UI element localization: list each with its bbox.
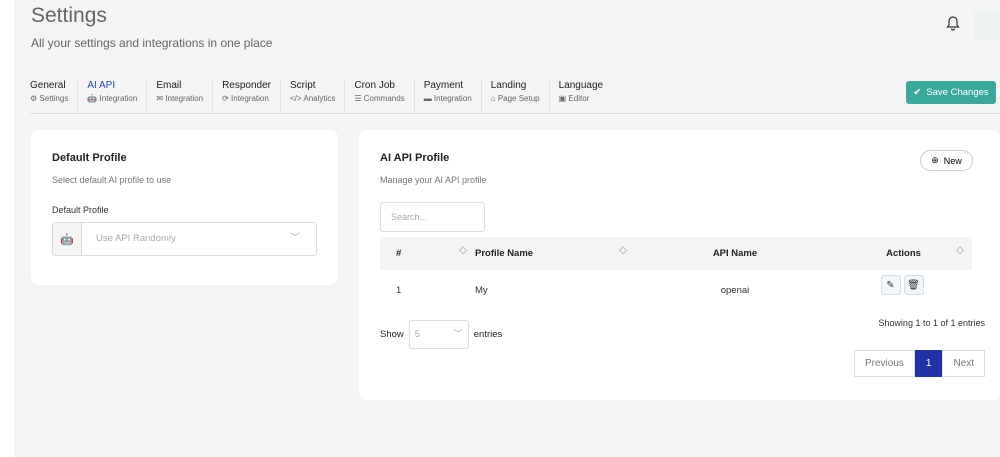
tab-landing[interactable]: Landing ⌂ Page Setup [491, 80, 550, 112]
page-title: Settings [31, 4, 107, 27]
table-row: 1 My openai ✎ 🗑 [380, 270, 972, 310]
tab-payment[interactable]: Payment ▬ Integration [424, 80, 482, 112]
page-size-select[interactable]: 5 ﹀ [408, 320, 469, 349]
tab-general[interactable]: General ⚙ Settings [30, 80, 79, 112]
avatar[interactable] [974, 10, 1000, 40]
tab-cron-job[interactable]: Cron Job ☰ Commands [354, 80, 415, 112]
new-profile-button[interactable]: ⊕ New [920, 150, 973, 171]
page-1-button[interactable]: 1 [914, 350, 943, 377]
page-subtitle: All your settings and integrations in on… [31, 36, 273, 50]
tab-ai-api[interactable]: AI API 🤖 Integration [87, 80, 148, 112]
card-title: AI API Profile [380, 152, 450, 164]
sort-icon: ◇ [459, 245, 467, 256]
page-size-control: Show 5 ﹀ entries [380, 320, 502, 349]
tab-script[interactable]: Script </> Analytics [290, 80, 346, 112]
tab-language[interactable]: Language ▣ Editor [558, 80, 604, 103]
tab-icon: ☰ [354, 94, 362, 103]
tab-icon: </> [290, 94, 302, 103]
save-changes-button[interactable]: ✔ Save Changes [906, 81, 996, 104]
sort-icon: ◇ [619, 245, 627, 256]
tab-icon: ✉ [156, 94, 164, 103]
search-input[interactable] [380, 202, 485, 232]
card-description: Select default AI profile to use [52, 175, 172, 185]
chevron-down-icon: ﹀ [453, 329, 463, 340]
column-header-num[interactable]: # ◇ [380, 237, 475, 270]
settings-page: Settings All your settings and integrati… [14, 0, 1000, 457]
column-header-profile-name[interactable]: Profile Name ◇ [475, 237, 635, 270]
entries-info: Showing 1 to 1 of 1 entries [878, 318, 985, 328]
settings-tabs: General ⚙ Settings AI API 🤖 Integration Emai… [30, 80, 1000, 114]
tab-responder[interactable]: Responder ⟳ Integration [222, 80, 281, 112]
tab-icon: ▣ [558, 94, 567, 103]
check-circle-icon: ✔ [913, 87, 922, 98]
tab-icon: ⟳ [222, 94, 229, 103]
plus-circle-icon: ⊕ [931, 155, 939, 165]
robot-icon: 🤖 [53, 223, 82, 255]
tab-icon: 🤖 [87, 94, 98, 103]
profiles-table: # ◇ Profile Name ◇ API Name Actions ◇ 1 My … [380, 237, 972, 310]
chevron-down-icon: ﹀ [290, 233, 300, 244]
tab-icon: ⚙ [30, 94, 38, 103]
card-description: Manage your AI API profile [380, 175, 487, 185]
card-title: Default Profile [52, 152, 127, 164]
previous-page-button[interactable]: Previous [853, 350, 915, 377]
field-label: Default Profile [52, 205, 109, 215]
pagination: Previous 1 Next [853, 350, 985, 377]
next-page-button[interactable]: Next [942, 350, 985, 377]
tab-email[interactable]: Email ✉ Integration [156, 80, 214, 112]
trash-icon[interactable]: 🗑 [903, 275, 924, 295]
column-header-actions[interactable]: Actions ◇ [835, 237, 972, 270]
bell-icon[interactable] [946, 16, 960, 35]
edit-icon[interactable]: ✎ [880, 275, 901, 295]
ai-api-profile-card: AI API Profile Manage your AI API profil… [359, 130, 1000, 400]
column-header-api-name[interactable]: API Name [635, 237, 835, 270]
tab-icon: ▬ [423, 94, 432, 103]
default-profile-card: Default Profile Select default AI profil… [31, 130, 338, 285]
tab-icon: ⌂ [490, 94, 496, 103]
sort-icon: ◇ [956, 245, 964, 256]
default-profile-select[interactable]: 🤖 Use API Randomly ﹀ [52, 222, 317, 256]
